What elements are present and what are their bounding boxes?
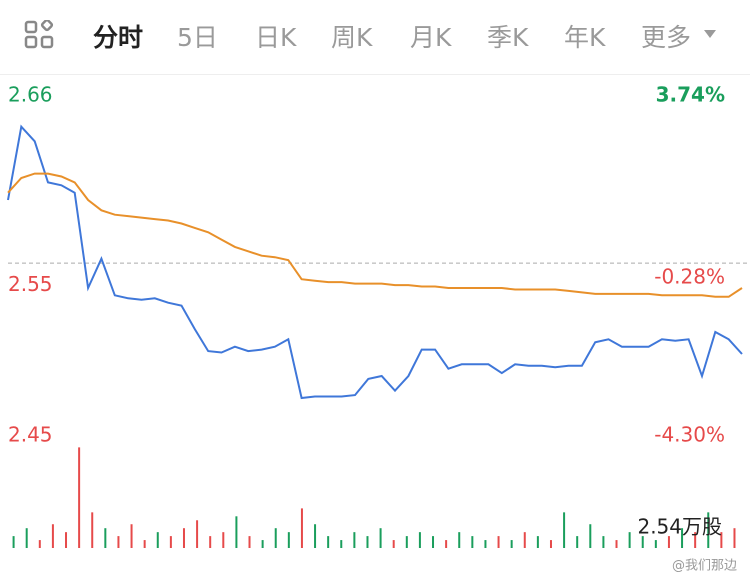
- volume-bar: [720, 532, 723, 548]
- tab-bar: 分时 5日 日K 周K 月K 季K 年K 更多: [0, 0, 750, 75]
- volume-bar: [641, 536, 644, 548]
- volume-bar: [694, 532, 697, 548]
- volume-bar: [733, 528, 736, 548]
- volume-bar: [130, 524, 133, 548]
- volume-bar: [222, 532, 225, 548]
- volume-bar: [615, 540, 618, 548]
- volume-bar: [418, 532, 421, 548]
- y2-tick-label: -0.28%: [654, 265, 725, 289]
- volume-bar: [589, 524, 592, 548]
- volume-bar: [628, 532, 631, 548]
- volume-bar: [156, 532, 159, 548]
- volume-bar: [314, 524, 317, 548]
- volume-bar: [458, 532, 461, 548]
- volume-bar: [353, 532, 356, 548]
- volume-bar: [169, 536, 172, 548]
- volume-bar: [654, 540, 657, 548]
- volume-bar: [182, 528, 185, 548]
- volume-bar: [392, 540, 395, 548]
- tab[interactable]: 年K: [564, 23, 606, 52]
- volume-bar: [549, 540, 552, 548]
- price-line: [7, 124, 743, 400]
- volume-bar: [38, 540, 41, 548]
- volume-bar: [196, 520, 199, 548]
- volume-bar: [576, 536, 579, 548]
- y-tick-label: 2.55: [8, 272, 53, 296]
- volume-bar: [471, 536, 474, 548]
- volume-bar: [104, 528, 107, 548]
- volume-bar: [484, 540, 487, 548]
- volume-bar: [707, 512, 710, 548]
- volume-bar: [602, 536, 605, 548]
- volume-bar: [143, 540, 146, 548]
- volume-bar: [117, 536, 120, 548]
- volume-bar: [235, 516, 238, 548]
- tab[interactable]: 周K: [331, 23, 373, 52]
- y-tick-label: 2.45: [8, 423, 53, 447]
- volume-bar: [65, 532, 68, 548]
- volume-bar: [667, 536, 670, 548]
- tab[interactable]: 更多: [641, 23, 692, 52]
- volume-bar: [261, 540, 264, 548]
- volume-bar: [340, 540, 343, 548]
- volume-bar: [12, 536, 15, 548]
- volume-bar: [327, 536, 330, 548]
- tab[interactable]: 日K: [255, 23, 297, 52]
- volume-bar: [681, 528, 684, 548]
- volume-bar: [497, 536, 500, 548]
- layout-icon[interactable]: [24, 20, 56, 50]
- volume-bar: [209, 536, 212, 548]
- volume-bar: [536, 536, 539, 548]
- price-line: [7, 172, 743, 298]
- volume-bar: [563, 512, 566, 548]
- tab[interactable]: 分时: [93, 23, 144, 52]
- volume-bar: [91, 512, 94, 548]
- volume-bar: [25, 528, 28, 548]
- volume-bar: [248, 536, 251, 548]
- volume-bar: [510, 540, 513, 548]
- watermark: @我们那边: [672, 559, 737, 574]
- volume-bar: [445, 540, 448, 548]
- volume-bar: [523, 532, 526, 548]
- y-tick-label: 2.66: [8, 83, 53, 107]
- volume-bar: [51, 524, 54, 548]
- volume-bar: [287, 532, 290, 548]
- volume-bar: [379, 528, 382, 548]
- volume-bar: [405, 536, 408, 548]
- y2-tick-label: -4.30%: [654, 423, 725, 447]
- volume-bar: [300, 508, 303, 548]
- tab[interactable]: 季K: [487, 23, 529, 52]
- dropdown-arrow: [704, 30, 716, 38]
- volume-bar: [274, 528, 277, 548]
- tab[interactable]: 5日: [177, 23, 218, 52]
- volume-bar: [432, 536, 435, 548]
- volume-bar: [78, 447, 81, 548]
- volume-label: 2.54万股: [637, 515, 722, 539]
- tab[interactable]: 月K: [410, 23, 452, 52]
- volume-bar: [366, 536, 369, 548]
- y2-tick-label: 3.74%: [656, 83, 725, 107]
